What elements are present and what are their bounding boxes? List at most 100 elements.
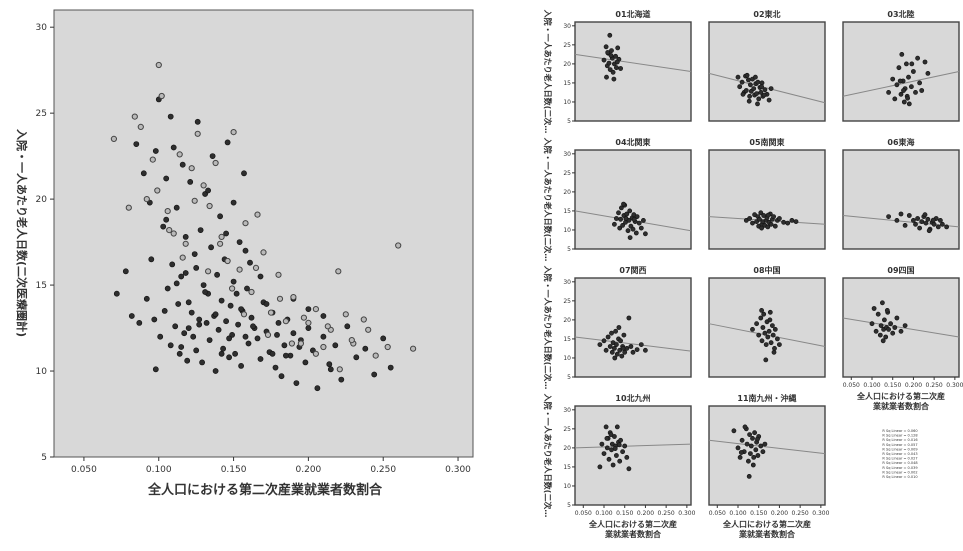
region-data-point	[613, 328, 618, 334]
region-data-point	[905, 95, 910, 101]
main-point-dark	[203, 319, 210, 326]
region-data-point	[925, 216, 931, 222]
region-data-point	[625, 228, 631, 234]
main-point-light	[212, 159, 219, 167]
region-data-point	[898, 328, 904, 334]
main-point-dark	[190, 333, 197, 340]
main-point-dark	[181, 330, 188, 337]
region-data-point	[631, 216, 637, 222]
region-data-point	[906, 213, 912, 218]
region-data-point	[744, 72, 750, 78]
region-panel: 09四国 0.050 0.100 0.150 0.200 0.250 0.300全人口におけ…	[842, 265, 963, 411]
region-y-tick-label: 10	[563, 99, 571, 106]
region-data-point	[882, 317, 887, 323]
region-data-point	[612, 355, 618, 361]
region-data-point	[911, 69, 916, 74]
region-x-axis-label: 業就業者数割合	[872, 401, 930, 411]
region-data-point	[772, 345, 777, 351]
region-data-point	[751, 454, 757, 460]
main-point-dark	[178, 273, 185, 280]
main-point-dark	[173, 204, 180, 211]
region-data-point	[869, 321, 875, 327]
region-data-point	[618, 66, 623, 71]
region-data-point	[748, 82, 753, 88]
main-point-light	[240, 311, 248, 318]
region-panel-title: 04北関東	[615, 137, 650, 147]
region-x-axis-label: 全人口における第二次産	[722, 519, 811, 529]
main-point-dark	[152, 366, 159, 373]
region-data-point	[886, 90, 891, 95]
region-data-point	[758, 443, 764, 449]
region-data-point	[935, 224, 941, 230]
region-data-point	[762, 87, 768, 93]
region-data-point	[940, 221, 945, 227]
region-data-point	[888, 321, 893, 327]
region-data-point	[739, 437, 745, 443]
region-fit-line	[574, 53, 692, 72]
region-data-point	[771, 214, 776, 219]
region-data-point	[904, 61, 909, 67]
region-fit-line	[708, 439, 826, 455]
main-point-dark	[282, 352, 289, 359]
region-panel: 04北関東 5 10 15 20 25 30 入院・一人あたり老人日数(二次…	[543, 137, 692, 261]
main-point-light	[312, 306, 319, 313]
region-panel: 06東海	[842, 137, 960, 250]
main-point-light	[230, 129, 237, 136]
region-data-point	[886, 326, 891, 332]
region-data-point	[767, 317, 773, 323]
region-data-point	[768, 340, 774, 346]
region-panel: 03北陸	[842, 9, 960, 122]
legend-entry: R Sq Linear = 0.002	[882, 470, 917, 474]
region-x-tick-label: 0.050	[709, 510, 726, 517]
main-point-dark	[175, 301, 182, 307]
region-panel: 05南関東	[708, 137, 826, 250]
region-data-point	[612, 221, 617, 227]
region-data-point	[894, 217, 900, 223]
region-x-tick-label: 0.200	[771, 510, 788, 517]
main-point-dark	[248, 314, 255, 321]
region-data-point	[638, 342, 644, 347]
region-data-point	[603, 347, 609, 353]
main-point-light	[288, 340, 295, 347]
region-y-tick-label: 30	[563, 151, 571, 158]
main-point-dark	[275, 319, 282, 326]
region-data-point	[607, 344, 613, 349]
region-data-point	[614, 424, 620, 430]
region-x-tick-label: 0.100	[729, 510, 746, 517]
main-x-axis-label: 全人口における第二次産業就業者数割合	[147, 482, 383, 498]
main-point-dark	[161, 307, 168, 314]
region-data-point	[638, 225, 644, 231]
main-point-dark	[140, 170, 147, 177]
main-point-dark	[212, 311, 219, 318]
region-data-point	[628, 344, 634, 349]
region-data-point	[906, 101, 912, 107]
region-data-point	[618, 437, 623, 443]
region-data-point	[622, 349, 628, 355]
main-point-dark	[196, 321, 203, 328]
region-x-tick-label: 0.300	[678, 510, 695, 517]
region-data-point	[747, 93, 752, 99]
region-data-point	[731, 428, 737, 434]
region-data-point	[608, 432, 614, 437]
region-data-point	[892, 96, 898, 102]
main-point-light	[131, 113, 138, 120]
region-data-point	[755, 453, 761, 458]
region-data-point	[781, 219, 786, 225]
region-data-point	[894, 315, 900, 321]
main-point-dark	[247, 259, 253, 266]
region-y-axis-label: 入院・一人あたり老人日数(二次…	[543, 9, 553, 134]
main-point-dark	[163, 216, 170, 223]
main-point-dark	[327, 366, 334, 373]
main-x-tick-label: 0.050	[71, 465, 97, 475]
region-x-tick-label: 0.250	[926, 382, 943, 389]
main-point-dark	[242, 247, 249, 254]
region-data-point	[597, 342, 603, 347]
region-data-point	[641, 217, 646, 223]
main-point-light	[252, 264, 260, 271]
region-y-tick-label: 30	[563, 407, 571, 414]
main-point-dark	[173, 280, 180, 287]
region-data-point	[757, 216, 762, 222]
region-data-point	[605, 334, 611, 340]
region-data-point	[634, 347, 640, 352]
